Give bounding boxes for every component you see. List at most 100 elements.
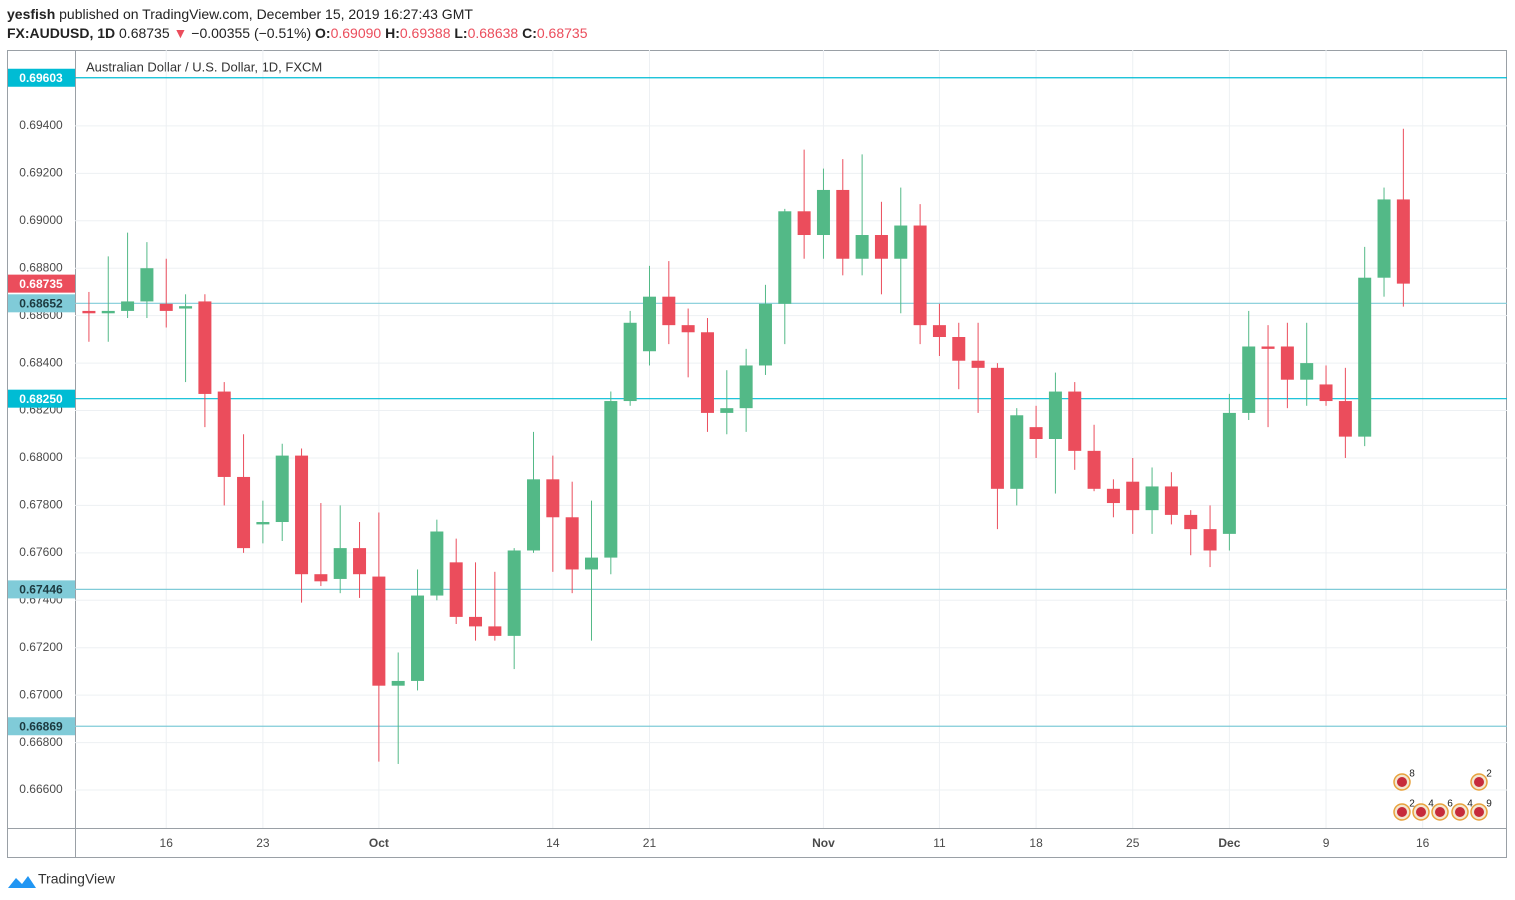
y-tick-label: 0.66600 bbox=[19, 782, 63, 796]
x-tick-label: 11 bbox=[933, 836, 946, 850]
event-count: 4 bbox=[1467, 799, 1473, 810]
y-tick-label: 0.67200 bbox=[19, 640, 63, 654]
y-tick-label: 0.69200 bbox=[19, 166, 63, 180]
brand[interactable]: TradingView bbox=[38, 871, 116, 887]
y-tick-label: 0.69400 bbox=[19, 118, 63, 132]
event-flag bbox=[1435, 807, 1445, 817]
candle-body bbox=[913, 225, 927, 326]
arrow: ▼ bbox=[173, 25, 188, 41]
price-tag bbox=[8, 389, 75, 408]
y-tick-label: 0.68800 bbox=[19, 260, 63, 274]
candle-body bbox=[1145, 486, 1159, 511]
event-count: 8 bbox=[1409, 769, 1415, 780]
x-tick-label: Oct bbox=[369, 836, 389, 850]
candle-body bbox=[391, 680, 405, 686]
candle-body bbox=[1068, 391, 1082, 451]
candle-body bbox=[1338, 401, 1352, 437]
chart-title: Australian Dollar / U.S. Dollar, 1D, FXC… bbox=[86, 59, 322, 74]
candle-body bbox=[739, 365, 753, 409]
price-tag bbox=[8, 68, 75, 87]
candle-body bbox=[662, 296, 676, 326]
candle-body bbox=[159, 303, 173, 311]
ohlc-key: H: bbox=[385, 25, 400, 41]
candle-body bbox=[1203, 529, 1217, 551]
candle-body bbox=[333, 548, 347, 579]
x-tick-label: 18 bbox=[1029, 836, 1043, 850]
x-tick-label: 16 bbox=[160, 836, 174, 850]
x-tick-label: 16 bbox=[1416, 836, 1430, 850]
price-tag bbox=[8, 580, 75, 599]
candle-body bbox=[1126, 481, 1140, 511]
price-tag bbox=[8, 717, 75, 736]
candle-body bbox=[1261, 346, 1275, 349]
price-tag-label: 0.68652 bbox=[19, 296, 63, 310]
candle-body bbox=[990, 367, 1004, 489]
event-flag bbox=[1474, 777, 1484, 787]
candle-body bbox=[256, 522, 270, 525]
candle-body bbox=[275, 455, 289, 523]
candle-body bbox=[1280, 346, 1294, 380]
price-tag-label: 0.67446 bbox=[19, 583, 63, 597]
candle-body bbox=[140, 268, 154, 302]
ohlc-key: C: bbox=[522, 25, 537, 41]
candle-body bbox=[1010, 415, 1024, 489]
candle-body bbox=[1106, 488, 1120, 504]
candle-body bbox=[507, 550, 521, 636]
event-flag bbox=[1397, 807, 1407, 817]
candle-body bbox=[700, 332, 714, 413]
candle-body bbox=[121, 301, 135, 311]
candle-body bbox=[778, 211, 792, 304]
y-tick-label: 0.69000 bbox=[19, 213, 63, 227]
x-tick-label: Dec bbox=[1218, 836, 1240, 850]
x-tick-label: 25 bbox=[1126, 836, 1140, 850]
candle-body bbox=[488, 626, 502, 636]
event-count: 6 bbox=[1447, 799, 1453, 810]
candle-body bbox=[1029, 427, 1043, 439]
candle-body bbox=[1048, 391, 1062, 439]
ohlc-key: O: bbox=[315, 25, 331, 41]
x-tick-label: 21 bbox=[643, 836, 657, 850]
user[interactable]: yesfish bbox=[7, 6, 56, 22]
candle-body bbox=[198, 301, 212, 394]
candle-body bbox=[1319, 384, 1333, 402]
y-tick-label: 0.67000 bbox=[19, 687, 63, 701]
candle-body bbox=[1184, 514, 1198, 530]
logo bbox=[8, 876, 36, 888]
candle-body bbox=[1358, 277, 1372, 437]
x-tick-label: Nov bbox=[812, 836, 835, 850]
change: −0.00355 (−0.51%) bbox=[191, 25, 312, 41]
candle-body bbox=[1242, 346, 1256, 413]
candle-body bbox=[546, 479, 560, 518]
x-tick-label: 9 bbox=[1323, 836, 1330, 850]
price-tag bbox=[8, 274, 75, 293]
candle-body bbox=[836, 189, 850, 259]
candle-body bbox=[237, 476, 251, 549]
candle-body bbox=[604, 401, 618, 558]
candle-body bbox=[82, 310, 96, 314]
candle-body bbox=[584, 557, 598, 570]
candle-body bbox=[1087, 450, 1101, 489]
event-count: 9 bbox=[1486, 799, 1492, 810]
candle-body bbox=[430, 531, 444, 596]
candle-body bbox=[623, 322, 637, 402]
y-tick-label: 0.66800 bbox=[19, 735, 63, 749]
published: published on TradingView.com, December 1… bbox=[59, 6, 473, 22]
symbol-line: FX:AUDUSD, 1D 0.68735 ▼ −0.00355 (−0.51%… bbox=[7, 24, 587, 43]
event-flag bbox=[1474, 807, 1484, 817]
candle-body bbox=[314, 574, 328, 582]
candle-body bbox=[353, 548, 367, 575]
grid bbox=[75, 50, 1507, 828]
y-tick-label: 0.68400 bbox=[19, 355, 63, 369]
event-count: 2 bbox=[1486, 769, 1492, 780]
candle-body bbox=[179, 306, 193, 309]
publish-line: yesfish published on TradingView.com, De… bbox=[7, 5, 587, 24]
header: yesfish published on TradingView.com, De… bbox=[7, 5, 587, 43]
x-tick-label: 14 bbox=[546, 836, 560, 850]
candle-body bbox=[449, 562, 463, 617]
candle-body bbox=[101, 310, 115, 314]
price-tag bbox=[8, 294, 75, 313]
candle-body bbox=[469, 616, 483, 627]
candle-body bbox=[1222, 412, 1236, 534]
